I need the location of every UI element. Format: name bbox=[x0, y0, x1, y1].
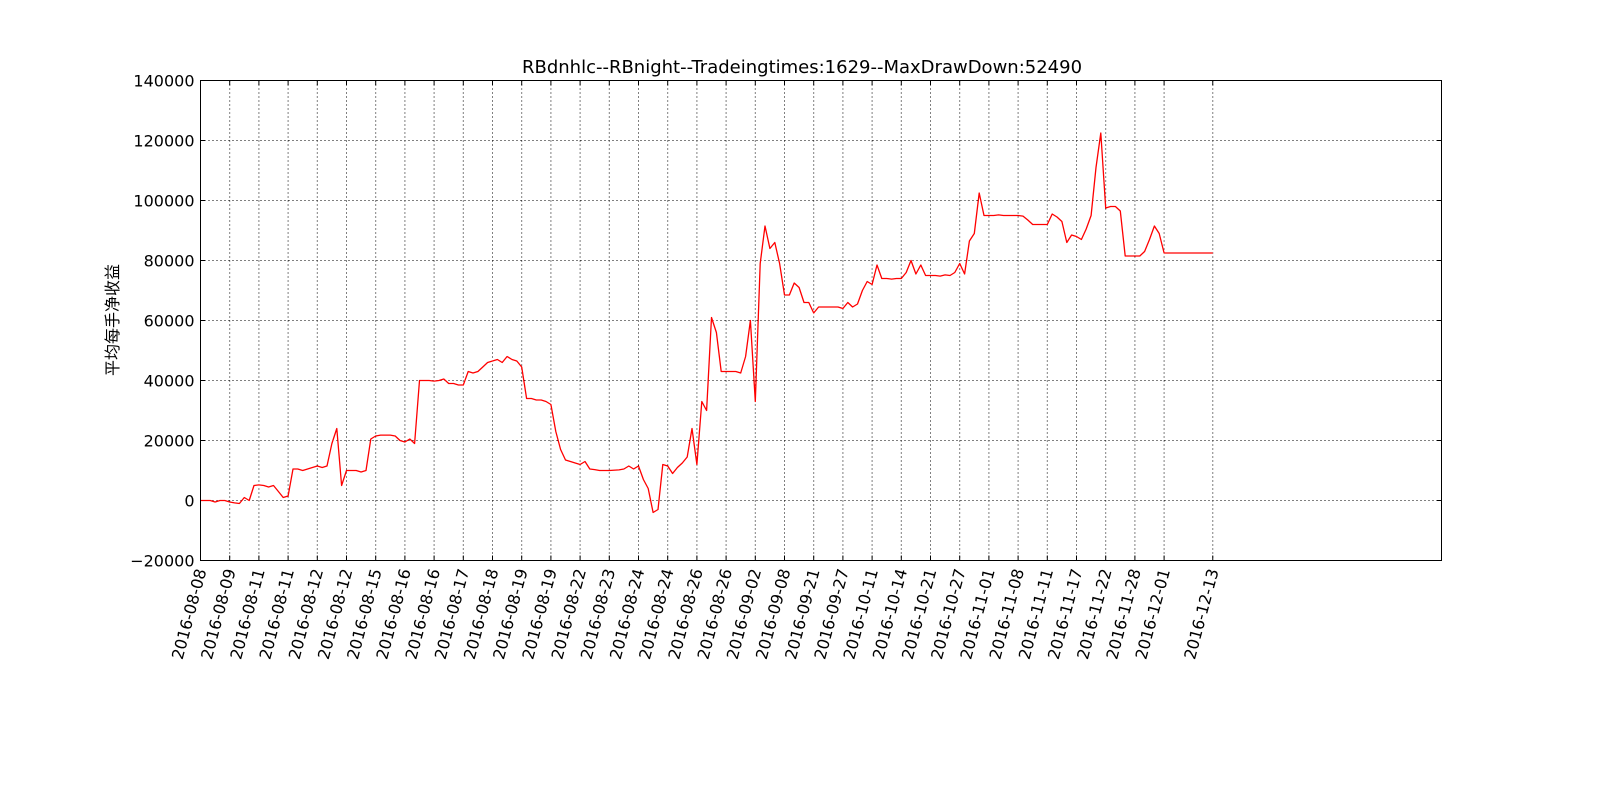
series-layer bbox=[200, 132, 1213, 514]
y-tick-label: 120000 bbox=[133, 132, 194, 151]
plot-frame bbox=[200, 80, 1442, 561]
y-tick-label: 40000 bbox=[144, 372, 195, 391]
x-tick-label: 2016-12-13 bbox=[1180, 567, 1222, 662]
y-tick-label: 100000 bbox=[133, 192, 194, 211]
y-axis-label: 平均每手净收益 bbox=[103, 264, 122, 376]
grid-lines bbox=[200, 80, 1442, 561]
x-axis: 2016-08-082016-08-092016-08-112016-08-11… bbox=[168, 80, 1223, 662]
y-tick-label: 140000 bbox=[133, 72, 194, 91]
y-tick-label: 60000 bbox=[144, 312, 195, 331]
y-axis: −20000 0 20000 40000 60000 80000 100000 120000 1… bbox=[130, 72, 1442, 571]
series-line-0 bbox=[200, 132, 1213, 514]
chart-title: RBdnhlc--RBnight--Tradeingtimes:1629--Ma… bbox=[522, 57, 1082, 78]
y-tick-label: 80000 bbox=[144, 252, 195, 271]
y-tick-label: 20000 bbox=[144, 432, 195, 451]
y-tick-label: −20000 bbox=[130, 552, 194, 571]
y-tick-label: 0 bbox=[184, 492, 194, 511]
